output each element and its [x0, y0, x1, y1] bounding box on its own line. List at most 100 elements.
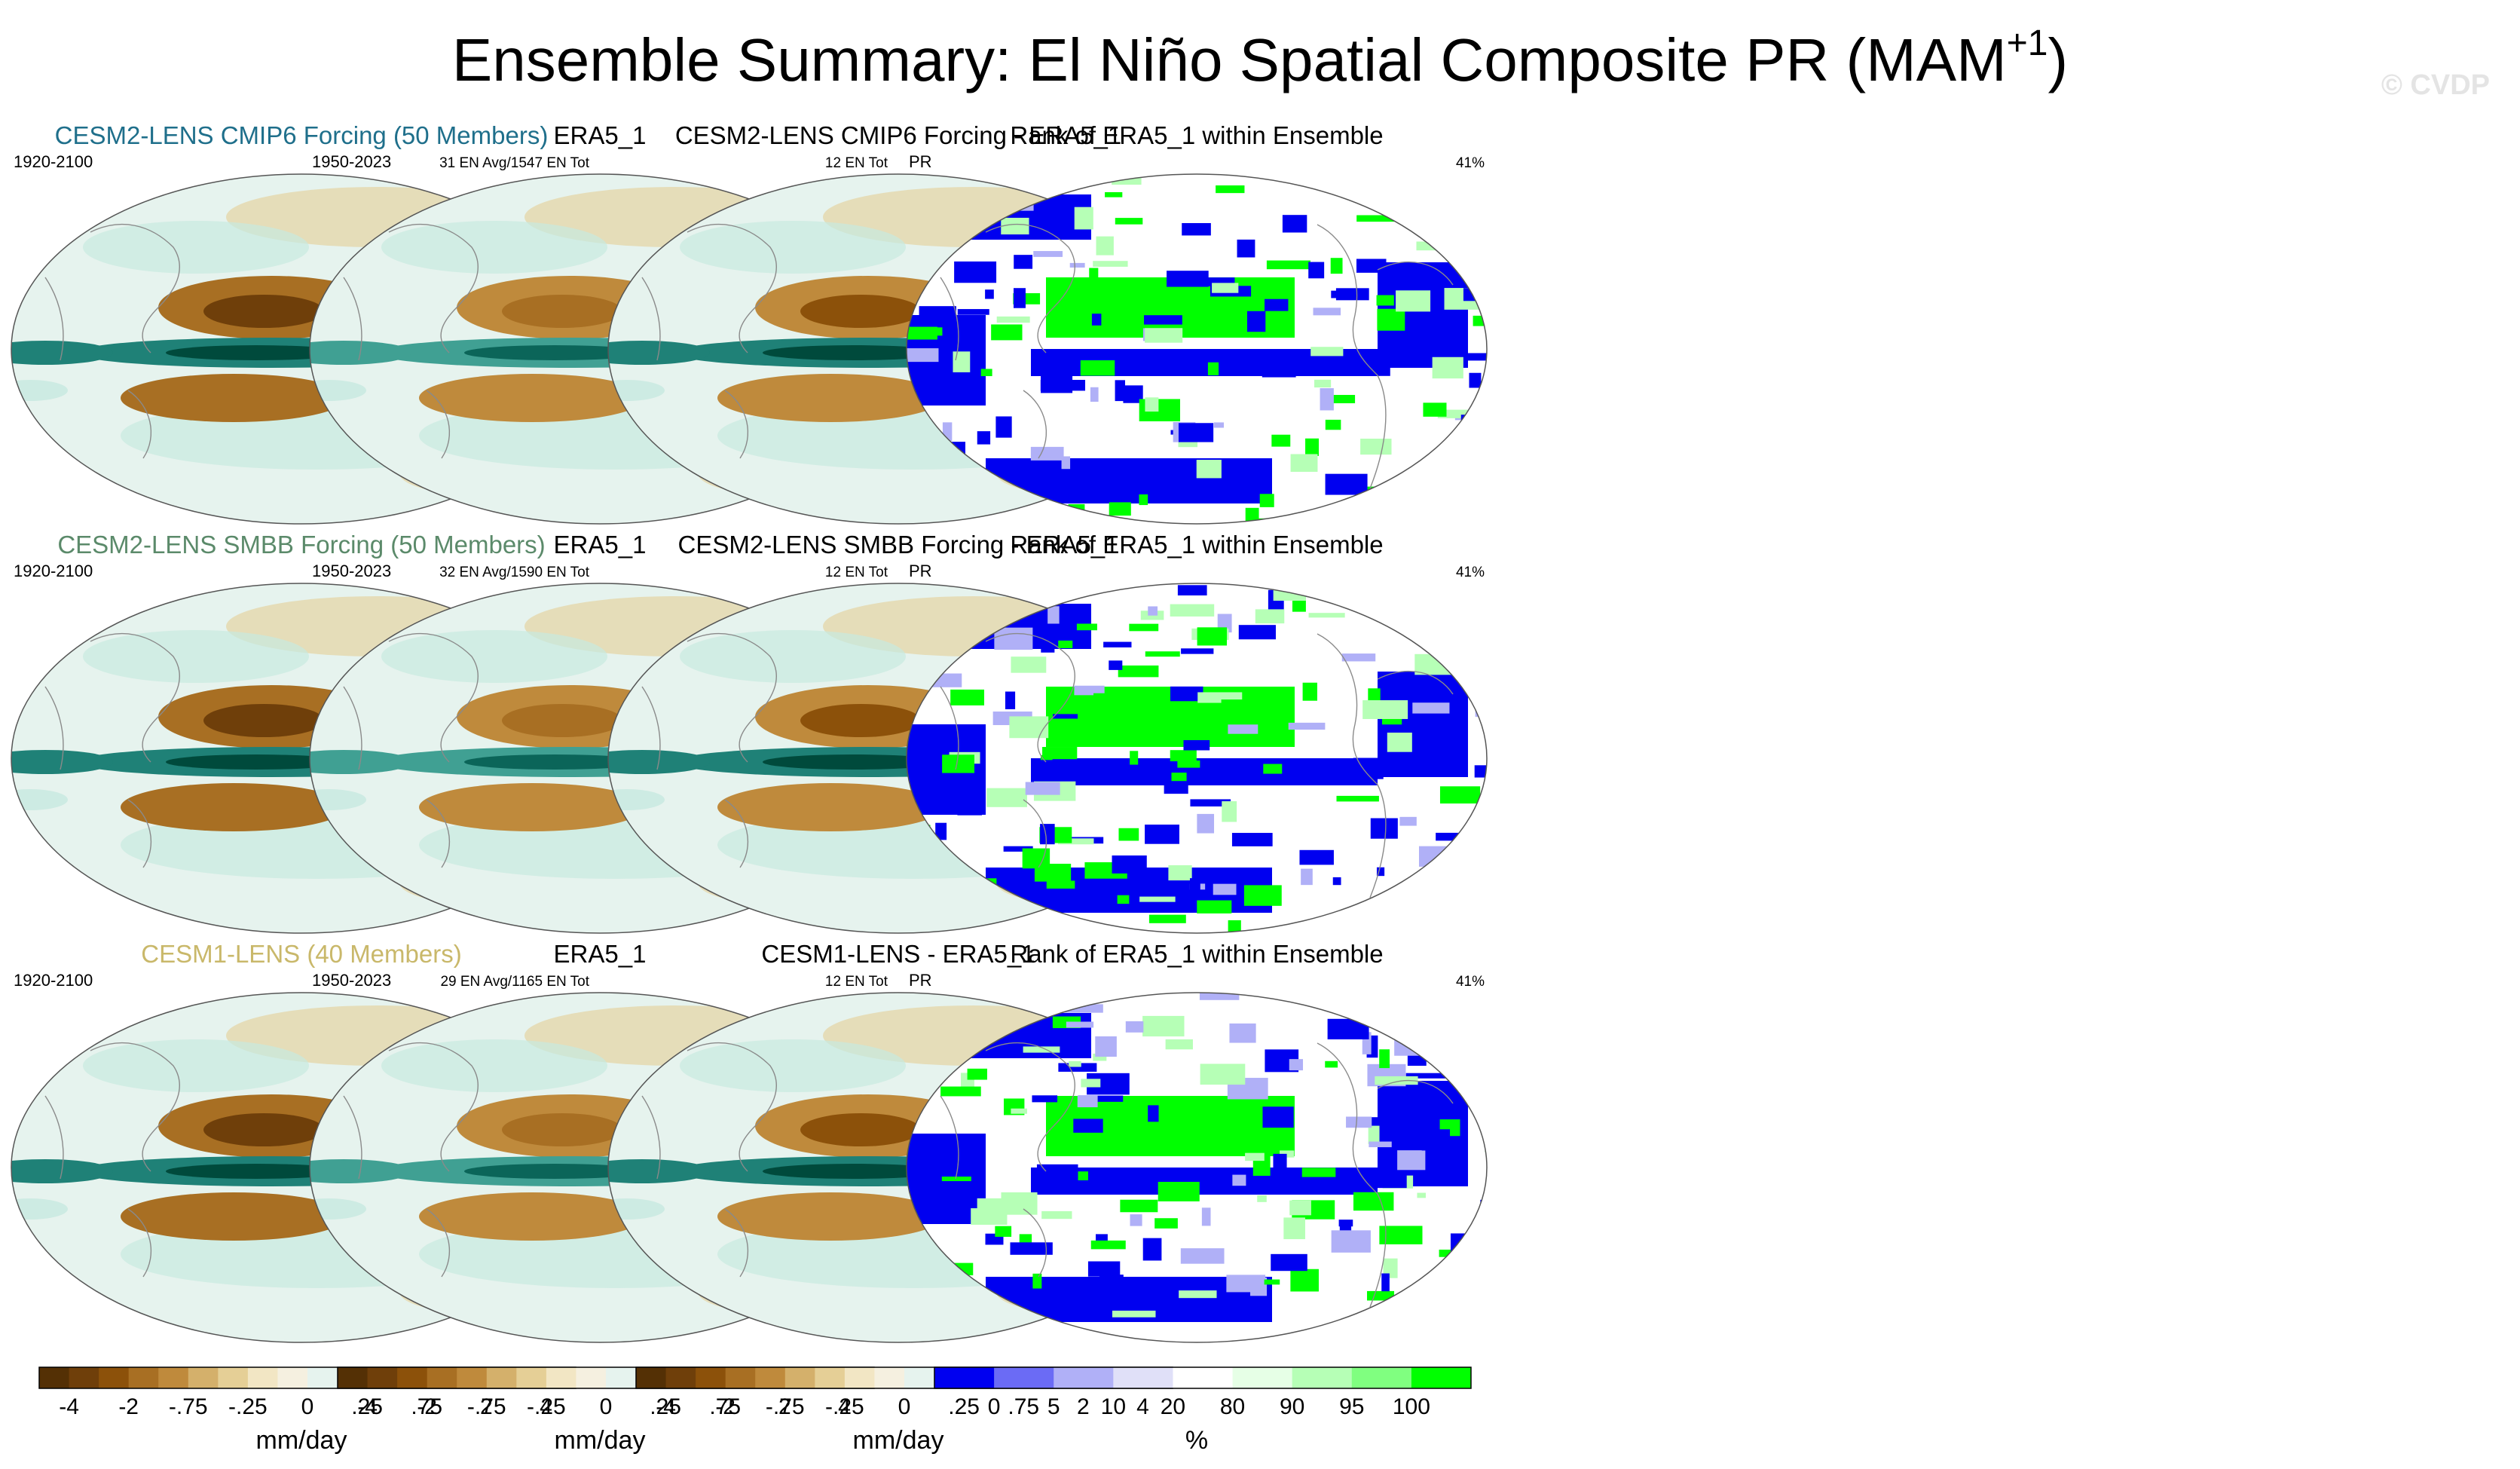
colorbar-tick-label: -4	[59, 1394, 79, 1419]
colorbar-tick-label: .75	[411, 1394, 442, 1419]
rank-cell	[1145, 651, 1180, 657]
colorbar-swatch	[99, 1367, 130, 1388]
rank-cell	[1213, 883, 1237, 895]
rank-cell	[1181, 648, 1214, 654]
colorbar-tick-label: -4	[357, 1394, 378, 1419]
coastline	[641, 686, 661, 770]
rank-cell	[1144, 315, 1182, 325]
colorbar-tick-label: 4	[540, 1394, 552, 1419]
rank-cell	[1346, 1116, 1372, 1128]
rank-cell	[1090, 1240, 1126, 1250]
rank-cell	[1437, 409, 1479, 418]
rank-cell	[907, 348, 939, 363]
rank-cell	[919, 306, 956, 317]
rank-cell	[957, 800, 982, 816]
rank-cell	[950, 689, 985, 705]
rank-cell	[953, 1339, 992, 1342]
rank-cell	[1200, 1063, 1246, 1085]
rank-cell	[1480, 693, 1487, 716]
coastline	[940, 1095, 959, 1180]
rank-cell	[917, 442, 950, 453]
coastline	[1377, 1079, 1454, 1104]
rank-cell	[1213, 422, 1225, 428]
coastline	[44, 686, 64, 770]
event-count: 12 EN Tot	[824, 974, 888, 990]
rank-cell	[1442, 511, 1483, 524]
rank-cell	[1288, 722, 1326, 730]
event-count: 12 EN Tot	[824, 565, 888, 580]
colorbar-tick-label: 80	[1220, 1394, 1245, 1419]
coastline	[940, 277, 959, 361]
rank-cell	[1170, 686, 1203, 702]
panel-title: Rank of ERA5_1 within Ensemble	[1010, 531, 1384, 559]
colorbar-swatch	[457, 1367, 488, 1388]
rank-cell	[1014, 255, 1033, 269]
rank-cell	[1262, 357, 1296, 378]
colorbar-units: mm/day	[554, 1426, 646, 1455]
rank-cell	[1362, 700, 1408, 719]
colorbar-swatch	[904, 1367, 935, 1388]
rank-cell	[1243, 885, 1282, 906]
map-rank	[906, 583, 1488, 934]
period-label: 1950-2023	[312, 562, 392, 580]
main-title-closing: )	[2048, 26, 2069, 93]
rank-cell	[1048, 635, 1084, 641]
colorbar-swatch	[844, 1367, 875, 1388]
rank-cell	[1271, 1253, 1307, 1272]
rank-cell	[1154, 1218, 1178, 1229]
coastline	[90, 1042, 180, 1172]
period-label: 1920-2100	[14, 971, 93, 990]
wet-west-band	[608, 341, 710, 365]
variable-label: PR	[909, 971, 932, 990]
rank-cell	[1158, 1182, 1200, 1201]
event-count: 29 EN Avg/1165 EN Tot	[440, 974, 589, 990]
colorbar-tick-label: 90	[1280, 1394, 1304, 1419]
colorbar-tick-label: -2	[417, 1394, 437, 1419]
rank-cell	[1093, 1053, 1107, 1061]
rank-cell	[1290, 1269, 1319, 1292]
rank-cell	[972, 999, 993, 1011]
rank-cell	[1335, 288, 1369, 301]
rank-cell	[1264, 1279, 1280, 1285]
colorbar-tick-label: 10	[1101, 1394, 1126, 1419]
rank-cell	[1197, 627, 1228, 646]
rank-cell	[1367, 1290, 1395, 1301]
rank-cell	[1390, 1008, 1428, 1025]
rank-cell	[1250, 1277, 1268, 1296]
coastline	[687, 1042, 777, 1172]
rank-cell	[1073, 1119, 1103, 1133]
rank-cell	[1005, 691, 1016, 709]
rank-cell	[1396, 290, 1431, 312]
colorbar-tick-label: 5	[1047, 1394, 1060, 1419]
colorbar-tick-label: 4	[838, 1394, 851, 1419]
rank-cell	[1343, 1003, 1368, 1013]
rank-cell	[980, 369, 992, 377]
dry-south-pacific	[419, 374, 645, 422]
rank-cell	[1325, 1060, 1338, 1068]
period-label: 1950-2023	[312, 152, 392, 171]
rank-cell	[910, 1272, 937, 1286]
rank-cell	[954, 261, 997, 283]
rank-cell	[1282, 215, 1307, 233]
rank-cell	[1025, 782, 1060, 795]
rank-cell	[1485, 1131, 1487, 1152]
rank-cell	[1421, 1129, 1451, 1151]
rank-cell	[1199, 993, 1240, 1000]
wet-equatorial-core	[763, 754, 943, 770]
light-teal-north	[381, 1039, 607, 1092]
colorbar-tick-label: 2	[778, 1394, 791, 1419]
rank-cell	[1369, 1141, 1392, 1148]
rank-cell	[1189, 878, 1200, 894]
rank-cell	[957, 309, 989, 315]
dry-south-pacific	[717, 1192, 943, 1241]
colorbar-tick-label: -4	[656, 1394, 676, 1419]
rank-cell	[1356, 259, 1387, 273]
colorbar-tick-label: -.25	[825, 1394, 864, 1419]
rank-cell	[1130, 751, 1139, 765]
event-count: 12 EN Tot	[824, 155, 888, 171]
map-outline	[906, 992, 1488, 1343]
rank-cell	[977, 431, 991, 445]
colorbar-tick-label: .75	[1008, 1394, 1039, 1419]
rank-cell	[1271, 311, 1288, 318]
rank-cell	[1362, 1032, 1372, 1054]
